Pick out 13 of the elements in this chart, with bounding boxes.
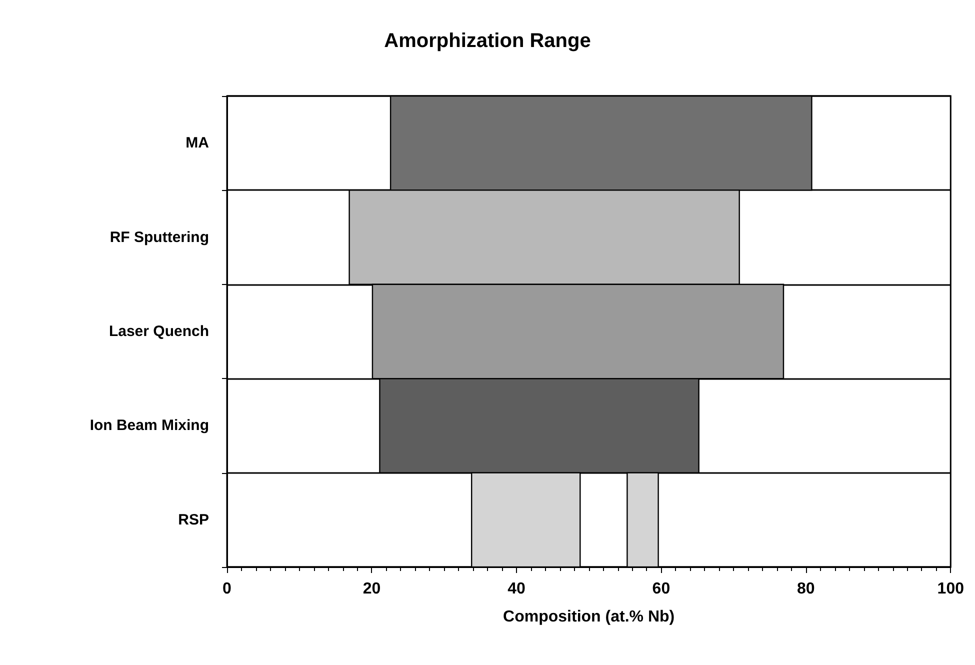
x-tick-label: 100: [937, 580, 964, 598]
chart-title: Amorphization Range: [384, 30, 591, 52]
y-tick-label: Laser Quench: [108, 323, 209, 340]
x-tick-label: 20: [362, 580, 381, 598]
y-tick-label: RSP: [178, 511, 209, 528]
x-tick-label: 80: [797, 580, 815, 598]
y-tick-label: Ion Beam Mixing: [90, 417, 209, 434]
x-axis-title: Composition (at.% Nb): [503, 608, 675, 626]
x-tick-label: 40: [508, 580, 526, 598]
y-tick-label: RF Sputtering: [110, 228, 209, 246]
x-tick-label: 60: [652, 580, 670, 598]
y-tick-label: MA: [186, 134, 210, 152]
x-tick-label: 0: [222, 580, 232, 598]
